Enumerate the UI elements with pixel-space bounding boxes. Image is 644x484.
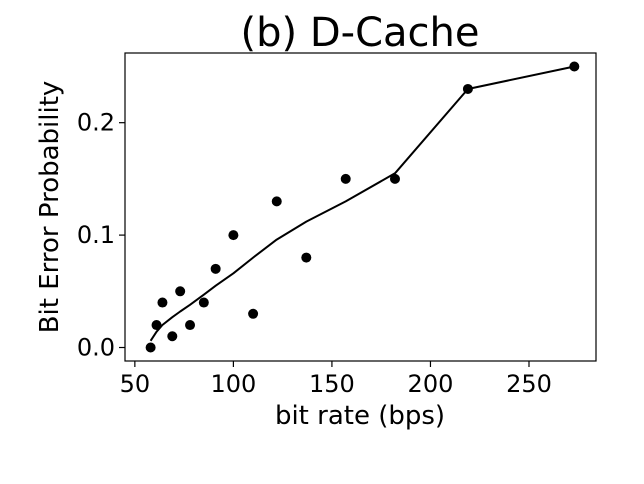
fit-line <box>149 65 575 342</box>
chart-title: (b) D-Cache <box>241 10 480 56</box>
y-tick-label: 0.2 <box>77 109 115 137</box>
data-point <box>167 331 178 342</box>
data-point <box>569 61 580 72</box>
data-point <box>175 286 186 297</box>
x-tick-label: 50 <box>120 370 151 398</box>
x-tick-label: 250 <box>506 370 552 398</box>
x-tick-label: 200 <box>408 370 454 398</box>
data-point <box>271 196 282 207</box>
y-axis-label: Bit Error Probability <box>35 81 65 334</box>
data-point <box>340 173 351 184</box>
y-tick-label: 0.1 <box>77 221 115 249</box>
data-point <box>151 320 162 331</box>
data-point <box>301 252 312 263</box>
data-point <box>228 230 239 241</box>
data-point <box>198 297 209 308</box>
x-tick-label: 100 <box>210 370 256 398</box>
y-axis-ticks: 0.0 0.1 0.2 <box>77 109 125 362</box>
data-point <box>389 173 400 184</box>
x-axis-label: bit rate (bps) <box>275 401 445 431</box>
data-point <box>157 297 168 308</box>
axes-frame <box>124 52 597 362</box>
data-point <box>145 342 156 353</box>
data-point <box>185 320 196 331</box>
data-point <box>210 263 221 274</box>
data-point <box>248 308 259 319</box>
y-tick-label: 0.0 <box>77 334 115 362</box>
plot-series <box>145 61 580 353</box>
x-axis-ticks: 50 100 150 200 250 <box>120 361 552 398</box>
data-point <box>462 83 473 94</box>
x-tick-label: 150 <box>309 370 355 398</box>
